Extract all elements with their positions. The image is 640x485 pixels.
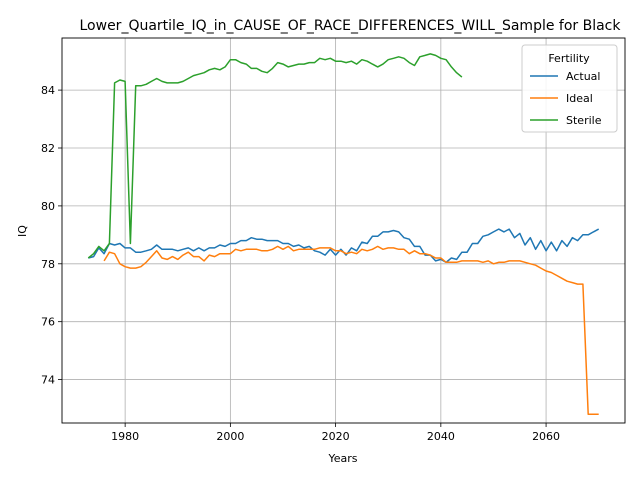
x-tick-label: 2000 [216, 430, 244, 443]
y-tick-label: 80 [41, 200, 55, 213]
x-tick-label: 2020 [322, 430, 350, 443]
y-axis-label: IQ [16, 225, 29, 237]
x-tick-label: 1980 [111, 430, 139, 443]
y-tick-label: 76 [41, 316, 55, 329]
legend-label-sterile: Sterile [566, 114, 602, 127]
legend-label-actual: Actual [566, 70, 600, 83]
y-tick-label: 74 [41, 374, 55, 387]
legend-title: Fertility [548, 52, 590, 65]
x-axis-label: Years [327, 452, 357, 465]
y-axis-ticks: 74 76 78 80 82 84 [41, 84, 62, 387]
legend-items: Actual Ideal Sterile [530, 70, 602, 127]
legend: Fertility Actual Ideal Sterile [521, 44, 618, 133]
y-tick-label: 82 [41, 142, 55, 155]
legend-label-ideal: Ideal [566, 92, 593, 105]
x-tick-label: 2060 [532, 430, 560, 443]
series-line-actual [88, 228, 600, 264]
chart-title: Lower_Quartile_IQ_in_CAUSE_OF_RACE_DIFFE… [80, 18, 622, 34]
grid [62, 38, 625, 423]
y-tick-label: 84 [41, 84, 55, 97]
legend-box [521, 44, 618, 133]
series-line-sterile [87, 53, 463, 259]
x-tick-label: 2040 [427, 430, 455, 443]
y-tick-label: 78 [41, 258, 55, 271]
series-lines [87, 53, 600, 416]
plot-area-frame [61, 37, 626, 424]
series-line-ideal [103, 245, 599, 416]
x-axis-ticks: 1980 2000 2020 2040 2060 [111, 423, 560, 443]
